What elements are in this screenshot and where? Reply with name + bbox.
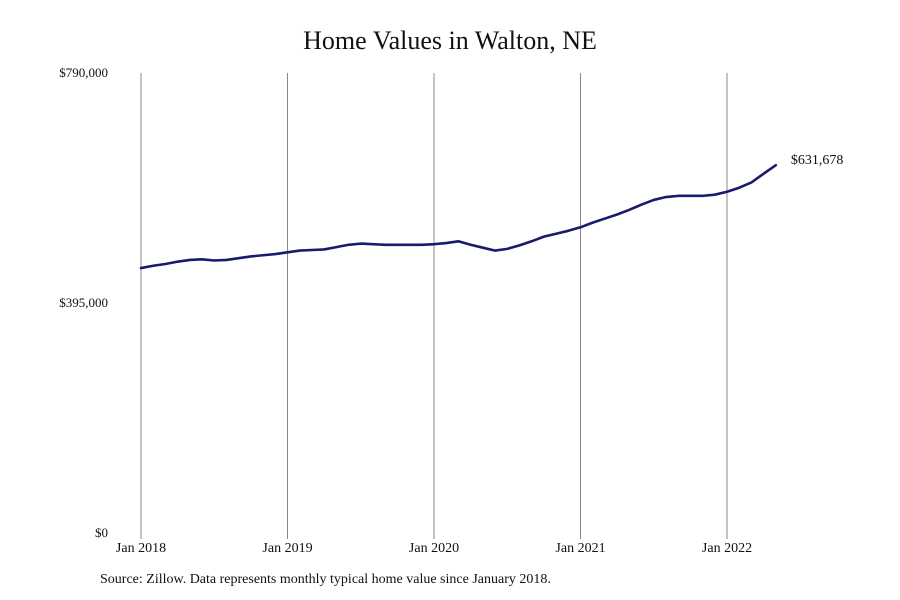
gridlines xyxy=(140,73,728,539)
labels: $631,678 xyxy=(791,153,844,168)
end-value-label: $631,678 xyxy=(791,153,844,168)
x-tick-label: Jan 2019 xyxy=(262,541,312,556)
y-tick-label: $395,000 xyxy=(59,295,108,310)
x-tick-label: Jan 2022 xyxy=(702,541,752,556)
source-note: Source: Zillow. Data represents monthly … xyxy=(100,572,551,587)
home-value-line xyxy=(139,163,778,270)
x-tick-label: Jan 2018 xyxy=(116,541,166,556)
series-layer xyxy=(139,163,778,270)
chart-title: Home Values in Walton, NE xyxy=(303,26,597,55)
y-tick-label: $0 xyxy=(95,525,108,540)
y-tick-label: $790,000 xyxy=(59,65,108,80)
x-tick-label: Jan 2020 xyxy=(409,541,459,556)
axes: Jan 2018 Jan 2019 Jan 2020 Jan 2021 Jan 2022… xyxy=(59,65,752,556)
x-tick-label: Jan 2021 xyxy=(555,541,605,556)
